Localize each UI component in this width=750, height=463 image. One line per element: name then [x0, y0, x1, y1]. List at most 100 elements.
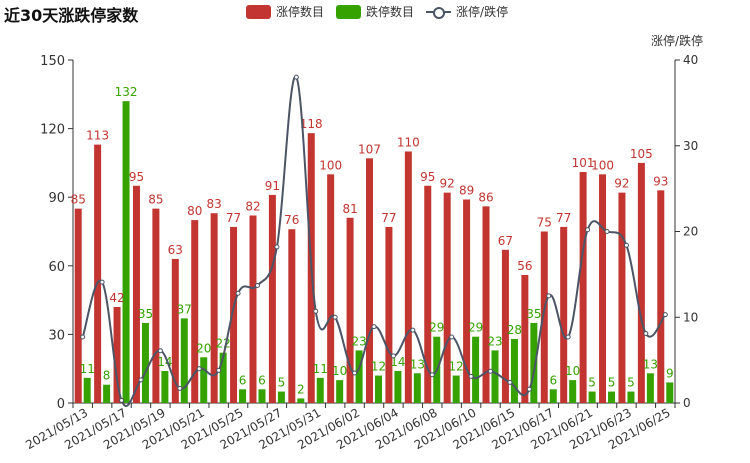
bar-up: [599, 174, 607, 403]
bar-down-label: 2: [297, 382, 305, 396]
legend-swatch-up: [246, 4, 271, 19]
bar-down: [472, 336, 480, 403]
bar-down-label: 5: [588, 376, 596, 390]
bar-down: [588, 391, 596, 403]
bar-up: [171, 258, 179, 403]
bar-up-label: 113: [86, 129, 109, 143]
ratio-point: [99, 279, 105, 285]
legend: 涨停数目 跌停数目 涨停/跌停: [246, 3, 520, 20]
bar-up-label: 91: [265, 179, 280, 193]
ratio-point: [546, 293, 552, 299]
ratio-point: [293, 74, 299, 80]
ratio-point: [662, 312, 668, 318]
bar-up: [94, 144, 102, 403]
bar-down-label: 132: [115, 85, 138, 99]
bar-down: [277, 391, 285, 403]
bar-down: [413, 373, 421, 403]
bar-up-label: 75: [537, 216, 552, 230]
bar-up: [210, 213, 218, 403]
y-left-tick-label: 120: [40, 123, 65, 138]
bar-down: [336, 380, 344, 403]
bar-up-label: 77: [381, 211, 396, 225]
bar-down-label: 29: [429, 321, 444, 335]
bar-up: [443, 192, 451, 403]
bar-up-label: 86: [478, 190, 493, 204]
bar-down-label: 13: [643, 357, 658, 371]
bar-down: [316, 377, 324, 403]
bar-up-label: 110: [397, 135, 420, 149]
legend-item-down[interactable]: 跌停数目: [336, 3, 414, 20]
bar-up: [521, 274, 529, 403]
bar-up-label: 118: [300, 117, 323, 131]
ratio-point: [468, 373, 474, 379]
bar-down: [161, 370, 169, 403]
ratio-point: [177, 385, 183, 391]
legend-label-ratio: 涨停/跌停: [456, 5, 509, 19]
ratio-point: [604, 229, 610, 234]
bar-down: [375, 375, 382, 403]
bar-down: [239, 389, 247, 403]
bar-down-label: 20: [196, 341, 211, 355]
ratio-point: [216, 367, 222, 373]
bar-up-label: 93: [653, 174, 668, 188]
y-left-tick-label: 30: [48, 328, 65, 343]
bar-up: [249, 215, 257, 403]
bar-down: [122, 101, 130, 403]
bar-down: [491, 350, 499, 403]
bar-down-label: 28: [507, 323, 522, 337]
ratio-point: [488, 368, 494, 374]
bar-down: [530, 322, 538, 403]
bar-down-label: 22: [216, 337, 231, 351]
bar-up: [74, 208, 82, 403]
right-axis-name: 涨停/跌停: [650, 34, 703, 48]
bar-up-label: 67: [498, 234, 513, 248]
bar-up-label: 95: [420, 170, 435, 184]
bar-down-label: 5: [627, 376, 635, 390]
bar-down-label: 5: [608, 376, 616, 390]
bar-down: [627, 391, 635, 403]
bar-up: [404, 151, 412, 403]
ratio-point: [80, 334, 86, 340]
bar-down: [219, 352, 227, 403]
bar-up: [463, 199, 471, 403]
bar-up-label: 82: [245, 199, 260, 213]
bar-up: [540, 231, 548, 403]
legend-label-down: 跌停数目: [366, 5, 415, 19]
bar-up: [618, 192, 626, 403]
bar-down: [646, 373, 654, 403]
bar-down-label: 29: [468, 321, 483, 335]
ratio-point: [254, 283, 260, 289]
bar-down: [180, 318, 188, 403]
bar-up-label: 56: [517, 259, 532, 273]
ratio-point: [526, 386, 532, 392]
ratio-point: [390, 353, 396, 359]
bar-up: [288, 229, 296, 403]
ratio-point: [623, 242, 629, 248]
bar-down: [83, 377, 91, 403]
ratio-point: [643, 331, 649, 337]
bar-up: [327, 174, 335, 403]
bar-down-label: 6: [549, 373, 557, 387]
bar-up-label: 101: [572, 156, 595, 170]
bar-up: [191, 220, 199, 403]
bar-down: [200, 357, 208, 403]
ratio-point: [274, 244, 280, 250]
bar-down-label: 10: [332, 364, 347, 378]
bar-down: [452, 375, 460, 403]
bar-down-label: 23: [351, 334, 366, 348]
bar-up: [268, 194, 276, 403]
bar-up: [385, 226, 393, 403]
bar-down: [569, 380, 577, 403]
bar-down: [141, 322, 149, 403]
legend-item-up[interactable]: 涨停数目: [246, 3, 324, 20]
bar-down-label: 37: [177, 302, 192, 316]
bar-down: [297, 398, 305, 403]
legend-item-ratio[interactable]: 涨停/跌停: [426, 3, 508, 20]
bar-up-label: 42: [109, 291, 124, 305]
bar-up-label: 81: [342, 202, 357, 216]
y-left-tick-label: 150: [40, 54, 65, 69]
bar-up-label: 100: [591, 158, 614, 172]
bar-up-label: 77: [226, 211, 241, 225]
bar-down-label: 12: [449, 360, 464, 374]
bar-up: [579, 172, 587, 403]
